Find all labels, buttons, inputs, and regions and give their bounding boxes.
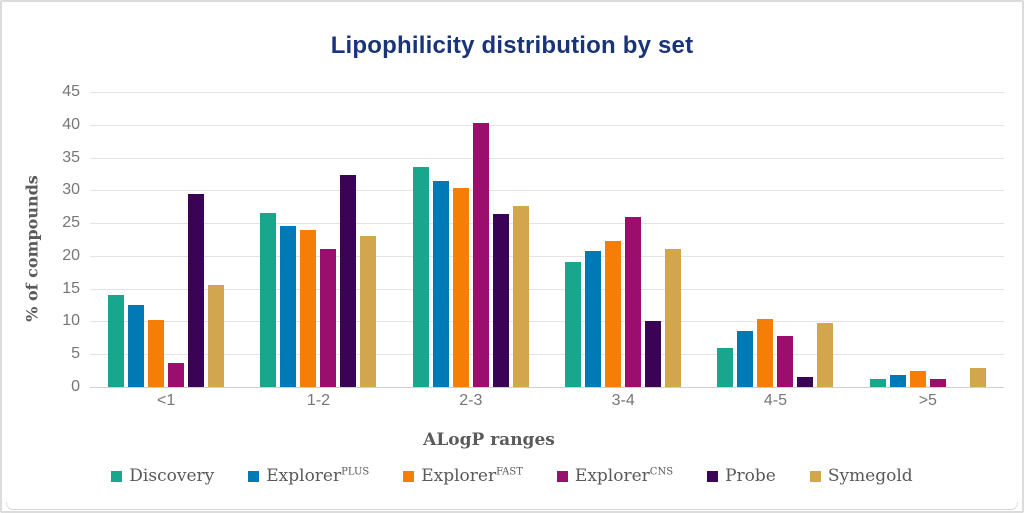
legend-item: Symegold: [809, 466, 913, 486]
bar: [665, 249, 682, 387]
legend-label-superscript: FAST: [496, 466, 523, 478]
legend-label-superscript: PLUS: [341, 466, 370, 478]
legend-item: ExplorerCNS: [556, 466, 674, 486]
gridline: [90, 223, 1004, 225]
bar: [168, 363, 185, 387]
x-tick-label: 2-3: [459, 392, 483, 409]
y-tick-label: 40: [62, 115, 80, 133]
gridline: [90, 124, 1004, 126]
legend-label: ExplorerFAST: [421, 466, 523, 486]
y-tick-label: 30: [62, 181, 80, 199]
bar: [909, 371, 926, 387]
bar: [452, 187, 469, 387]
legend-item: Probe: [707, 466, 776, 486]
category-group: [395, 92, 547, 387]
legend-swatch: [403, 470, 415, 482]
bar: [625, 216, 642, 387]
gridline: [90, 288, 1004, 290]
category-group: [699, 92, 851, 387]
bar: [260, 212, 277, 387]
bar: [108, 295, 125, 387]
bar: [208, 284, 225, 387]
y-tick-label: 45: [62, 83, 80, 100]
bar: [929, 379, 946, 387]
plot-area: <1 1-2 2-3 3-4 4-5 >5: [90, 92, 1004, 409]
bar: [585, 250, 602, 387]
bar: [492, 213, 509, 387]
legend-swatch: [111, 470, 123, 482]
x-tick-label: 4-5: [763, 392, 788, 409]
bar: [412, 167, 429, 387]
y-tick-label: 25: [62, 214, 80, 232]
legend-label: ExplorerCNS: [574, 466, 674, 486]
x-tick-label: 1-2: [306, 392, 331, 409]
bar: [565, 262, 582, 387]
gridline: [90, 157, 1004, 159]
legend-label: Probe: [725, 466, 776, 486]
legend-label-superscript: CNS: [649, 466, 674, 478]
legend-label: ExplorerPLUS: [266, 466, 370, 486]
bar: [148, 320, 165, 387]
gridline: [90, 190, 1004, 192]
gridline: [90, 255, 1004, 257]
x-axis-title: ALogP ranges: [423, 430, 555, 450]
bar: [869, 379, 886, 387]
y-tick-label: 35: [62, 148, 80, 166]
bar: [360, 236, 377, 387]
bar: [472, 123, 489, 387]
category-group: [547, 92, 699, 387]
category-group: [852, 92, 1004, 387]
bar: [817, 323, 834, 387]
bar: [717, 347, 734, 387]
bar: [512, 206, 529, 387]
legend-item: Discovery: [111, 466, 214, 486]
bar: [605, 241, 622, 387]
legend-swatch: [707, 470, 719, 482]
y-axis-tick-labels: 0 5 10 15 20 25 30 35 40 45: [2, 83, 80, 395]
bar: [280, 226, 297, 387]
x-tick-label: <1: [157, 392, 176, 409]
legend-swatch: [556, 470, 568, 482]
gridline: [90, 92, 1004, 93]
legend-swatch: [248, 470, 260, 482]
y-tick-label: 15: [62, 279, 80, 297]
bar: [300, 229, 317, 387]
category-group: [242, 92, 394, 387]
bar: [889, 374, 906, 387]
bar: [797, 377, 814, 387]
x-tick-label: 3-4: [611, 392, 635, 409]
bar: [645, 321, 662, 387]
bar: [737, 331, 754, 387]
x-tick-label: >5: [918, 392, 937, 409]
bar: [432, 181, 449, 387]
gridline: [90, 321, 1004, 323]
chart-title: Lipophilicity distribution by set: [330, 32, 694, 59]
bar: [969, 368, 986, 387]
y-tick-label: 20: [62, 246, 80, 264]
legend-label: Symegold: [827, 466, 913, 486]
bar: [128, 305, 145, 387]
legend-swatch: [809, 470, 821, 482]
y-tick-label: 5: [71, 345, 80, 363]
bar: [757, 319, 774, 387]
legend-item: ExplorerPLUS: [248, 466, 369, 486]
bar: [188, 193, 205, 387]
y-tick-label: 10: [62, 312, 80, 330]
gridline: [90, 354, 1004, 356]
bar: [340, 174, 357, 387]
legend-label: Discovery: [129, 466, 215, 486]
bottom-card-edge: [6, 502, 1018, 510]
bar: [320, 249, 337, 387]
legend-item: ExplorerFAST: [403, 466, 523, 486]
y-tick-label: 0: [71, 378, 80, 395]
legend: Discovery ExplorerPLUS ExplorerFAST Explore…: [2, 466, 1022, 486]
bar: [777, 335, 794, 387]
category-group: [90, 92, 242, 387]
x-axis-baseline: [90, 387, 1004, 388]
